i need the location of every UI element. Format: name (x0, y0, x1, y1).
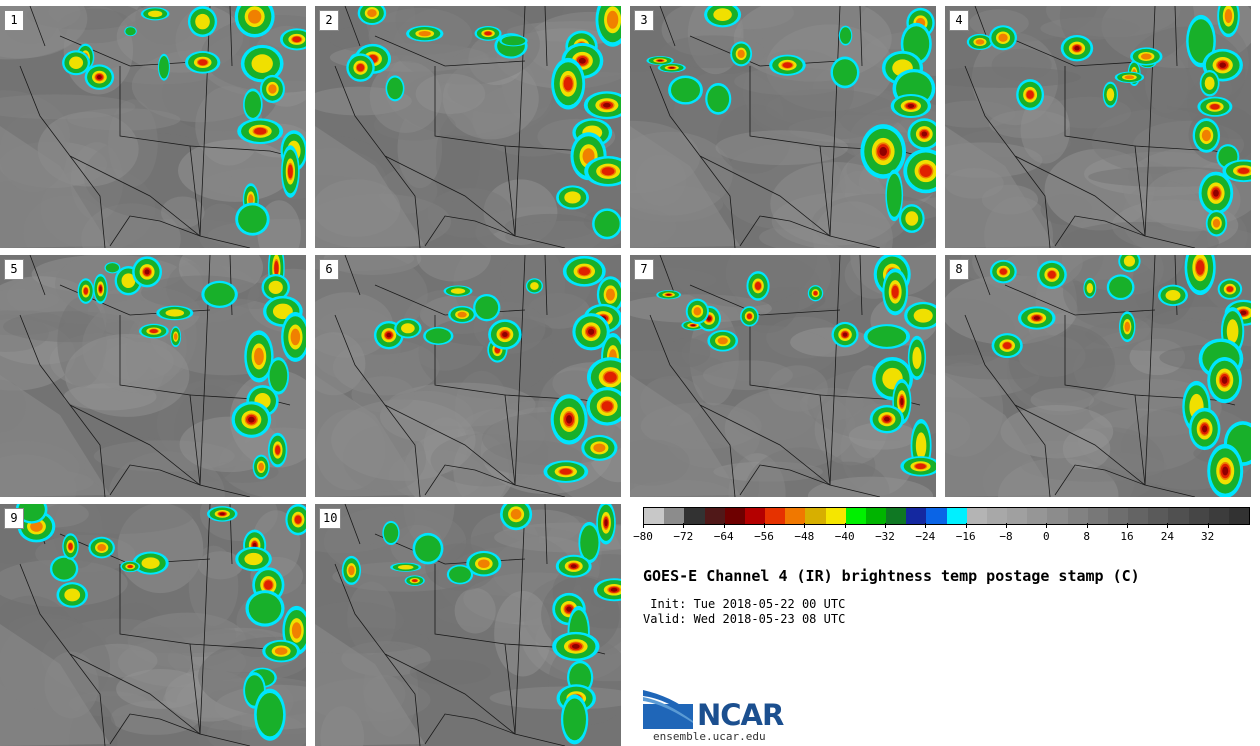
colorbar-tick-label: 32 (1201, 530, 1215, 543)
colorbar-tick (925, 523, 927, 528)
colorbar-swatch (1208, 508, 1229, 524)
colorbar-tick (1006, 523, 1007, 528)
postage-stamp-panel: 8 (945, 255, 1251, 497)
colorbar-tick-label: −48 (794, 530, 815, 543)
ir-map (315, 6, 621, 248)
colorbar-swatch (805, 508, 826, 524)
colorbar-tick-label: 8 (1083, 530, 1090, 543)
panel-number-label: 6 (319, 259, 339, 280)
ir-map (315, 255, 621, 497)
colorbar-swatch (724, 508, 745, 524)
colorbar-tick (1086, 523, 1088, 528)
colorbar-swatch (906, 508, 927, 524)
colorbar-swatch (664, 508, 685, 524)
colorbar-swatch (1148, 508, 1169, 524)
ir-map (630, 6, 936, 248)
ir-map (315, 504, 621, 746)
panel-number-label: 4 (949, 10, 969, 31)
postage-stamp-panel: 6 (315, 255, 621, 497)
colorbar-swatch (1128, 508, 1149, 524)
colorbar-swatch (644, 508, 665, 524)
postage-stamp-panel: 10 (315, 504, 621, 746)
colorbar-tick (844, 523, 846, 528)
colorbar-swatch (825, 508, 846, 524)
ir-map (0, 255, 306, 497)
postage-stamp-panel: 1 (0, 6, 306, 248)
colorbar-tick (764, 523, 765, 528)
colorbar-swatch (1168, 508, 1189, 524)
colorbar-swatch (966, 508, 987, 524)
colorbar-swatch (986, 508, 1008, 524)
colorbar-swatch (704, 508, 725, 524)
postage-stamp-panel: 5 (0, 255, 306, 497)
init-time: Init: Tue 2018-05-22 00 UTC (643, 597, 846, 611)
colorbar-tick-label: −40 (834, 530, 855, 543)
colorbar-tick-label: 16 (1120, 530, 1134, 543)
ncar-logo-icon (643, 690, 693, 729)
panel-number-label: 3 (634, 10, 654, 31)
colorbar-tick (683, 523, 685, 528)
colorbar-swatch (886, 508, 907, 524)
panel-number-label: 2 (319, 10, 339, 31)
colorbar-tick (804, 523, 806, 528)
colorbar-tick-label: 0 (1043, 530, 1050, 543)
colorbar-tick-label: 24 (1160, 530, 1174, 543)
colorbar-swatch (765, 508, 786, 524)
plot-title: GOES-E Channel 4 (IR) brightness temp po… (643, 567, 1140, 585)
panel-number-label: 7 (634, 259, 654, 280)
colorbar-tick (965, 523, 967, 528)
panel-number-label: 9 (4, 508, 24, 529)
colorbar-tick-label: −16 (955, 530, 976, 543)
colorbar-swatch (1087, 508, 1108, 524)
colorbar-tick (643, 523, 644, 528)
colorbar-tick-label: −56 (754, 530, 774, 543)
colorbar-swatch (1228, 508, 1250, 524)
postage-stamp-panel: 9 (0, 504, 306, 746)
colorbar-tick-label: −64 (713, 530, 734, 543)
colorbar-tick (723, 523, 725, 528)
site-url: ensemble.ucar.edu (653, 730, 766, 743)
colorbar-swatch (1188, 508, 1209, 524)
colorbar-tick-label: −72 (673, 530, 694, 543)
colorbar-swatch (1047, 508, 1068, 524)
colorbar-tick (1127, 523, 1128, 528)
colorbar-tick (1167, 523, 1169, 528)
colorbar-swatch (1067, 508, 1088, 524)
colorbar-swatch (1107, 508, 1129, 524)
postage-stamp-panel: 3 (630, 6, 936, 248)
ncar-logo-text: NCAR (697, 698, 784, 732)
valid-time: Valid: Wed 2018-05-23 08 UTC (643, 612, 846, 626)
panel-number-label: 1 (4, 10, 24, 31)
colorbar-tick-label: −32 (875, 530, 895, 543)
colorbar-swatch (744, 508, 766, 524)
colorbar-swatch (865, 508, 887, 524)
postage-stamp-panel: 2 (315, 6, 621, 248)
colorbar-tick (1046, 523, 1048, 528)
ir-map (0, 6, 306, 248)
colorbar-swatch (1027, 508, 1048, 524)
colorbar-tick (885, 523, 886, 528)
colorbar-swatch (1007, 508, 1028, 524)
colorbar-tick-label: −24 (915, 530, 936, 543)
colorbar-ticks: −80 −72 −64 −56 −48 −40 −32 −24 −16 −8 0 8 16 24 32 (633, 523, 1250, 543)
colorbar-swatch (684, 508, 705, 524)
colorbar-tick (1207, 523, 1209, 528)
colorbar-swatch (785, 508, 806, 524)
ir-map (630, 255, 936, 497)
panel-number-label: 8 (949, 259, 969, 280)
postage-stamp-panel: 7 (630, 255, 936, 497)
panel-number-label: 10 (319, 508, 342, 529)
colorbar-swatch (946, 508, 967, 524)
postage-stamp-panel: 4 (945, 6, 1251, 248)
ir-map (945, 255, 1251, 497)
panel-number-label: 5 (4, 259, 24, 280)
colorbar-swatch (926, 508, 947, 524)
ir-map (945, 6, 1251, 248)
colorbar-tick-label: −8 (999, 530, 1013, 543)
colorbar-swatch (845, 508, 866, 524)
colorbar (643, 507, 1250, 525)
ir-map (0, 504, 306, 746)
colorbar-tick-label: −80 (633, 530, 653, 543)
